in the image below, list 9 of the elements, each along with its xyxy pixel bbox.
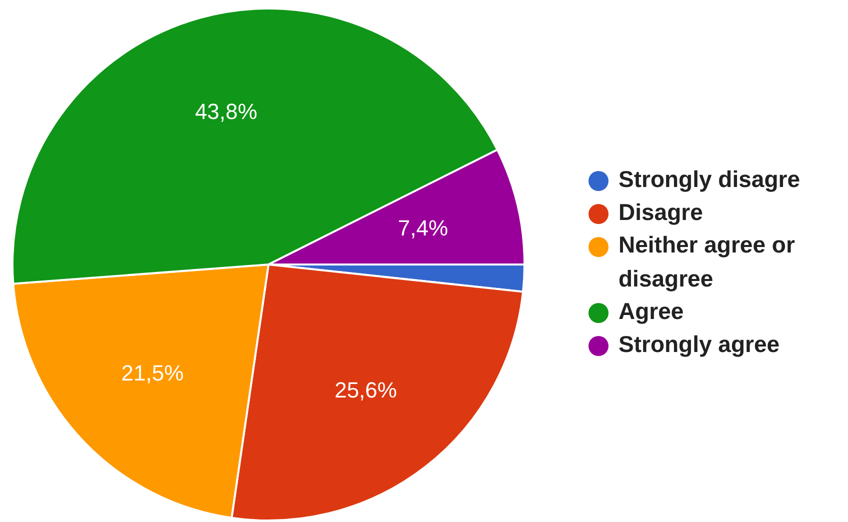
- data-label: 21,5%: [121, 360, 184, 386]
- data-label: 43,8%: [194, 99, 258, 124]
- legend-label: Strongly disagre: [618, 166, 800, 192]
- data-label: 25,6%: [334, 377, 397, 402]
- legend-label: Neither agree or disagree: [618, 232, 795, 292]
- legend-label: Agree: [618, 298, 684, 324]
- data-label: 7,4%: [398, 215, 448, 240]
- legend-label: Strongly agree: [618, 331, 780, 357]
- legend-label: Disagre: [618, 199, 703, 225]
